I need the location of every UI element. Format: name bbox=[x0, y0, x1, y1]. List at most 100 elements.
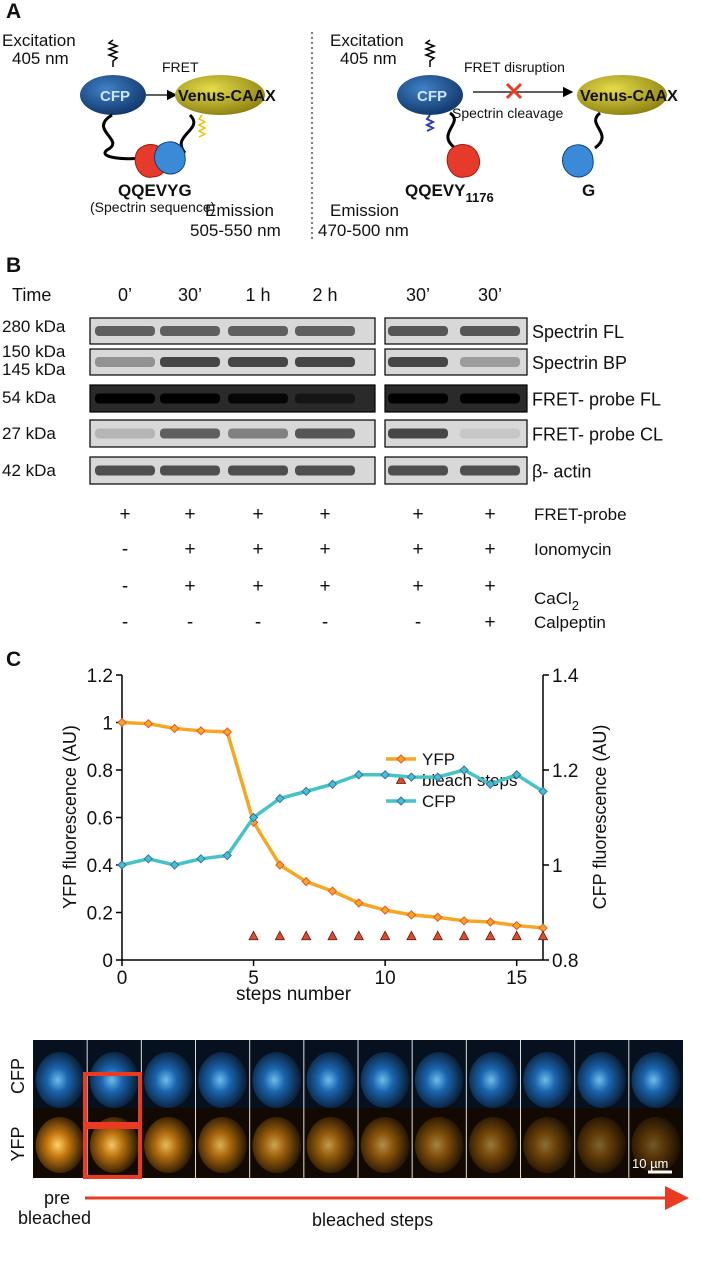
diamond-marker bbox=[301, 876, 311, 887]
time-label: 30’ bbox=[478, 285, 502, 305]
linker bbox=[179, 113, 196, 154]
diamond-marker bbox=[117, 860, 127, 870]
yfp-cell bbox=[523, 1117, 572, 1173]
blot-band bbox=[160, 465, 220, 476]
diamond-marker bbox=[327, 886, 338, 896]
blot-band bbox=[95, 428, 155, 439]
blot-band bbox=[295, 428, 355, 439]
sign: - bbox=[122, 539, 128, 560]
x-axis-label: steps number bbox=[236, 984, 352, 1005]
y-tick-label: 0 bbox=[102, 951, 113, 972]
triangle-marker bbox=[379, 930, 391, 941]
sign: + bbox=[412, 576, 423, 597]
blot-band bbox=[460, 357, 520, 367]
cross bbox=[505, 82, 523, 100]
diamond-marker bbox=[406, 910, 417, 920]
sequence-note: (Spectrin sequence) bbox=[90, 199, 215, 215]
venus-label: Venus-CAAX bbox=[580, 88, 678, 105]
panel-d-labels: 10 µm pre bleached bleached steps bbox=[18, 1156, 689, 1230]
emission-nm: 470-500 nm bbox=[318, 221, 409, 240]
fret-label: FRET bbox=[162, 59, 199, 75]
pre-label: bleached bbox=[18, 1208, 91, 1228]
legend-label: YFP bbox=[422, 750, 455, 769]
blot-band bbox=[295, 393, 355, 404]
cfp-cell bbox=[89, 1052, 139, 1108]
yfp-cell bbox=[35, 1117, 85, 1173]
blot-band bbox=[95, 393, 155, 404]
y2-tick-label: 0.8 bbox=[552, 951, 578, 972]
blot-band bbox=[295, 465, 355, 476]
blot-band bbox=[95, 465, 155, 476]
sign: - bbox=[122, 576, 128, 597]
spectrin-blob bbox=[154, 141, 186, 175]
diamond-marker bbox=[538, 786, 548, 797]
yfp-row-label: YFP bbox=[8, 1126, 28, 1161]
blot-band bbox=[228, 326, 288, 336]
sign: + bbox=[412, 504, 423, 525]
blot-band bbox=[160, 326, 220, 336]
diamond-marker bbox=[380, 770, 390, 780]
sign: + bbox=[252, 504, 263, 525]
blot-band bbox=[460, 393, 520, 404]
cfp-cell bbox=[198, 1052, 247, 1108]
diamond-marker bbox=[143, 718, 154, 729]
yfp-cell bbox=[631, 1117, 681, 1173]
axes bbox=[121, 675, 544, 961]
cfp-cell bbox=[144, 1052, 193, 1108]
diamond-marker bbox=[406, 772, 417, 782]
cfp-row-label: CFP bbox=[8, 1058, 28, 1094]
sign: - bbox=[187, 612, 193, 633]
sign: + bbox=[484, 539, 495, 560]
diamond-marker bbox=[459, 916, 469, 926]
diamond-marker bbox=[143, 854, 154, 864]
blot-band bbox=[228, 393, 288, 404]
sign: + bbox=[184, 504, 195, 525]
diamond-marker bbox=[275, 860, 285, 870]
emission-nm: 505-550 nm bbox=[190, 221, 281, 240]
blot-band bbox=[460, 326, 520, 336]
blot-band bbox=[160, 393, 220, 404]
size-label: 145 kDa bbox=[2, 360, 66, 379]
time-label: 0’ bbox=[118, 285, 132, 305]
pre-label: pre bbox=[44, 1188, 70, 1208]
sign: + bbox=[119, 504, 130, 525]
triangle-marker bbox=[301, 930, 312, 941]
cfp-cell bbox=[252, 1052, 302, 1108]
yfp-cell bbox=[306, 1117, 356, 1173]
series-line bbox=[121, 720, 544, 930]
excitation: Excitation bbox=[330, 31, 404, 50]
diamond-marker bbox=[511, 770, 522, 780]
time-label: Time bbox=[12, 285, 51, 305]
x-tick-label: 5 bbox=[248, 968, 259, 989]
linker bbox=[102, 113, 143, 161]
triangle-marker bbox=[248, 930, 259, 941]
diamond-marker bbox=[433, 912, 443, 922]
x-tick-label: 0 bbox=[117, 968, 128, 989]
sequence: QQEVYG bbox=[118, 181, 192, 200]
sign: + bbox=[319, 504, 330, 525]
cfp-cell bbox=[35, 1052, 85, 1108]
diamond-marker bbox=[396, 754, 406, 764]
excitation: Excitation bbox=[2, 31, 76, 50]
yfp-cell bbox=[414, 1117, 464, 1173]
panel-d: CFP YFP bbox=[8, 1040, 683, 1179]
sign: - bbox=[415, 612, 421, 633]
triangle-marker bbox=[537, 930, 549, 941]
fragment: QQEVY1176 bbox=[405, 181, 494, 205]
triangle-marker bbox=[406, 930, 417, 941]
excitation-wave bbox=[106, 39, 120, 67]
steps-label: bleached steps bbox=[312, 1210, 433, 1230]
y2-axis-label: CFP fluorescence (AU) bbox=[590, 725, 610, 910]
venus-protein bbox=[175, 75, 265, 115]
triangle-marker bbox=[485, 930, 496, 941]
emission-wave bbox=[197, 114, 207, 138]
fragment-sub: 1176 bbox=[465, 190, 493, 205]
triangle-marker bbox=[458, 930, 470, 941]
blot-band bbox=[388, 465, 448, 476]
y-tick-label: 0.6 bbox=[87, 809, 113, 830]
x-tick-label: 15 bbox=[506, 968, 527, 989]
diamond-marker bbox=[169, 860, 180, 870]
band-label: Spectrin BP bbox=[532, 353, 627, 373]
panel-label: A bbox=[6, 0, 21, 23]
